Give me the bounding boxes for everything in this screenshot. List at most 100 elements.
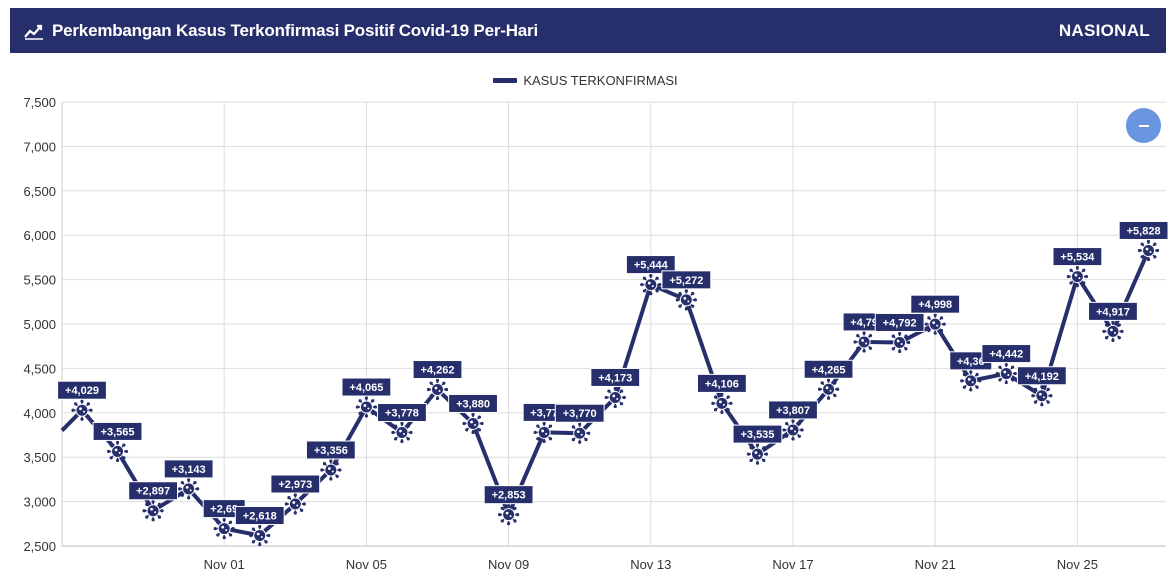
- marker-spike-tip: [785, 434, 789, 438]
- marker-dot: [1149, 250, 1152, 253]
- marker-spike-tip: [477, 428, 482, 432]
- marker-dot: [612, 394, 616, 398]
- marker-spike-tip: [658, 282, 662, 287]
- data-point: [1102, 320, 1124, 342]
- marker-spike-tip: [548, 424, 553, 428]
- marker-body: [111, 444, 125, 458]
- marker-dot: [189, 489, 192, 492]
- data-label-text: +4,265: [812, 364, 846, 376]
- marker-spike-tip: [969, 370, 973, 374]
- marker-spike-tip: [607, 389, 611, 393]
- data-point: [533, 421, 555, 444]
- chart-header: Perkembangan Kasus Terkonfirmasi Positif…: [10, 8, 1166, 53]
- marker-spike-tip: [516, 513, 520, 517]
- data-point: [1137, 239, 1160, 262]
- x-tick-label: Nov 25: [1057, 557, 1098, 572]
- marker-spike-tip: [302, 502, 306, 506]
- marker-spike-tip: [228, 520, 233, 524]
- data-label: +3,356: [305, 440, 356, 460]
- marker-spike-tip: [157, 515, 162, 519]
- marker-spike-tip: [287, 496, 291, 500]
- data-label-text: +5,828: [1127, 225, 1161, 237]
- marker-spike-tip: [684, 289, 688, 293]
- marker-spike-tip: [178, 487, 182, 491]
- marker-spike-tip: [1046, 400, 1050, 404]
- marker-spike-tip: [393, 437, 398, 441]
- marker-spike-tip: [196, 487, 200, 491]
- marker-spike-tip: [393, 424, 398, 428]
- data-label: +2,618: [234, 506, 285, 526]
- data-label: +4,792: [874, 312, 925, 332]
- marker-spike-tip: [607, 402, 611, 406]
- data-label-box: [234, 506, 285, 526]
- marker-spike-tip: [444, 387, 449, 392]
- marker-spike-tip: [613, 386, 617, 391]
- data-label: +4,065: [341, 377, 392, 397]
- data-label-text: +3,880: [456, 398, 490, 410]
- marker-spike-tip: [998, 365, 1002, 369]
- data-label-box: [412, 360, 463, 380]
- marker-spike-tip: [684, 307, 688, 311]
- marker-spike-tip: [391, 430, 395, 435]
- marker-dot: [936, 324, 939, 327]
- data-label-text: +4,262: [421, 365, 455, 377]
- marker-spike-tip: [364, 414, 368, 418]
- marker-spike-tip: [364, 396, 368, 400]
- marker-spike-tip: [1011, 378, 1015, 382]
- marker-spike-tip: [1040, 403, 1044, 407]
- chart-legend[interactable]: KASUS TERKONFIRMASI: [0, 73, 1171, 88]
- marker-spike-tip: [820, 394, 824, 398]
- marker-spike-tip: [371, 399, 375, 403]
- marker-spike-tip: [122, 456, 126, 460]
- marker-dot: [580, 433, 583, 436]
- marker-body: [146, 504, 160, 518]
- marker-spike-tip: [435, 396, 440, 401]
- marker-spike-tip: [962, 372, 966, 377]
- marker-spike-tip: [856, 333, 860, 338]
- marker-spike-tip: [180, 480, 184, 485]
- marker-spike-tip: [975, 385, 979, 389]
- marker-spike-tip: [1117, 336, 1121, 340]
- marker-dot: [79, 407, 82, 411]
- marker-spike-tip: [762, 446, 766, 450]
- data-point: [924, 313, 946, 335]
- scope-label: NASIONAL: [1058, 20, 1150, 40]
- data-label: +3,535: [732, 424, 783, 444]
- data-point: [711, 392, 733, 414]
- marker-spike-tip: [962, 385, 966, 389]
- marker-spike-tip: [720, 392, 724, 396]
- data-label: +2,973: [270, 474, 321, 494]
- marker-spike-tip: [187, 496, 191, 500]
- marker-spike-tip: [675, 298, 679, 302]
- marker-spike-tip: [264, 540, 268, 544]
- zoom-out-button[interactable]: [1126, 108, 1161, 143]
- marker-spike-tip: [800, 428, 804, 432]
- marker-dot: [221, 525, 225, 529]
- marker-spike-tip: [960, 379, 964, 383]
- marker-spike-tip: [300, 496, 304, 500]
- marker-spike-tip: [358, 399, 362, 403]
- marker-spike-tip: [1120, 329, 1124, 333]
- marker-spike-tip: [1146, 239, 1151, 244]
- marker-spike-tip: [1033, 387, 1038, 391]
- marker-spike-tip: [1104, 323, 1109, 327]
- marker-spike-tip: [160, 509, 164, 513]
- marker-dot: [861, 339, 864, 342]
- marker-body: [466, 416, 480, 430]
- data-label-box: [1088, 301, 1138, 321]
- marker-spike-tip: [500, 519, 504, 523]
- marker-dot: [865, 342, 868, 345]
- marker-dot: [1113, 331, 1116, 334]
- data-label-box: [92, 421, 143, 441]
- data-label: +3,770: [554, 403, 605, 423]
- marker-dot: [331, 470, 334, 473]
- data-point: [462, 412, 484, 435]
- marker-spike-tip: [1117, 323, 1121, 327]
- marker-spike-tip: [904, 334, 908, 338]
- marker-dot: [971, 381, 974, 384]
- marker-spike-tip: [729, 401, 733, 405]
- marker-body: [893, 335, 907, 349]
- marker-spike-tip: [213, 526, 217, 531]
- marker-spike-tip: [691, 304, 695, 308]
- marker-spike-tip: [1153, 255, 1157, 259]
